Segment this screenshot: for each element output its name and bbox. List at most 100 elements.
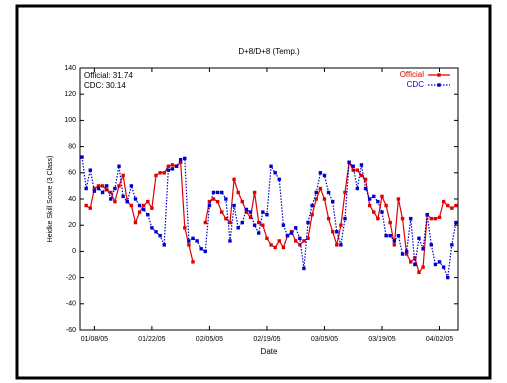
point — [236, 190, 240, 195]
x-tick-label: 02/19/05 — [253, 336, 280, 343]
point — [417, 270, 421, 275]
y-tick-label: -60 — [66, 327, 76, 334]
point — [396, 197, 401, 201]
point — [314, 197, 318, 201]
legend-label: Official — [400, 70, 425, 79]
point — [363, 186, 368, 191]
point — [421, 247, 425, 251]
point — [113, 199, 117, 204]
point — [322, 197, 327, 201]
point — [228, 220, 232, 225]
point — [376, 199, 380, 204]
point — [129, 203, 134, 208]
point — [388, 233, 392, 238]
point — [178, 158, 183, 162]
point — [100, 184, 105, 188]
point — [429, 243, 433, 247]
point — [273, 245, 277, 250]
point — [252, 223, 257, 227]
y-axis-label: Heidke Skill Score (3 Class) — [47, 156, 54, 243]
point — [244, 207, 249, 212]
point — [113, 186, 117, 191]
point — [84, 203, 88, 208]
point — [318, 186, 323, 191]
point — [351, 168, 355, 172]
point — [425, 213, 429, 217]
point — [392, 239, 397, 243]
point — [191, 236, 195, 240]
point — [437, 215, 442, 220]
point — [195, 239, 199, 243]
y-tick-label: 80 — [68, 143, 76, 150]
point — [265, 213, 269, 217]
y-tick-label: -20 — [66, 274, 76, 281]
point — [421, 265, 425, 269]
x-tick-label: 01/08/05 — [81, 336, 108, 343]
point — [187, 243, 191, 247]
point — [207, 203, 212, 208]
x-tick-label: 03/05/05 — [311, 336, 338, 343]
point — [105, 188, 109, 192]
point — [330, 230, 335, 234]
point — [347, 160, 351, 165]
point — [146, 199, 150, 204]
point — [441, 199, 446, 204]
point — [310, 203, 314, 208]
legend-label: CDC — [407, 80, 425, 89]
point — [109, 190, 113, 195]
point — [330, 199, 335, 204]
point — [404, 252, 409, 256]
chart-title: D+8/D+8 (Temp.) — [238, 47, 300, 56]
point — [121, 194, 125, 199]
point — [380, 194, 384, 199]
x-tick-label: 02/05/05 — [196, 336, 223, 343]
point — [372, 194, 376, 199]
point — [100, 190, 105, 195]
point — [326, 216, 331, 221]
point — [84, 186, 88, 191]
point — [326, 190, 331, 195]
point — [441, 265, 446, 269]
point — [199, 247, 203, 251]
point — [162, 171, 166, 175]
point — [162, 243, 166, 247]
point — [96, 184, 101, 188]
point — [141, 207, 146, 212]
point — [146, 213, 150, 217]
x-tick-label: 04/02/05 — [426, 336, 453, 343]
point — [174, 164, 179, 168]
legend-marker — [437, 83, 441, 87]
point — [240, 220, 244, 225]
point — [211, 197, 216, 201]
point — [215, 190, 220, 195]
point — [355, 168, 360, 172]
point — [273, 171, 277, 175]
point — [339, 223, 343, 227]
y-tick-label: -40 — [66, 301, 76, 308]
point — [302, 239, 306, 243]
point — [133, 197, 138, 201]
point — [154, 230, 158, 234]
y-tick-label: 120 — [64, 91, 76, 98]
x-tick-label: 03/19/05 — [368, 336, 395, 343]
point — [318, 171, 323, 175]
point — [141, 203, 146, 208]
point — [154, 173, 158, 178]
point — [88, 206, 92, 210]
y-tick-label: 0 — [72, 248, 76, 255]
point — [183, 226, 187, 230]
point — [265, 236, 269, 240]
point — [351, 164, 355, 168]
point — [372, 210, 376, 214]
point — [450, 206, 454, 210]
point — [289, 231, 294, 235]
point — [125, 199, 129, 204]
point — [166, 164, 171, 168]
point — [137, 210, 142, 214]
point — [413, 262, 417, 267]
point — [232, 177, 236, 182]
x-axis-label: Date — [261, 347, 278, 356]
point — [261, 223, 265, 227]
point — [224, 216, 228, 221]
